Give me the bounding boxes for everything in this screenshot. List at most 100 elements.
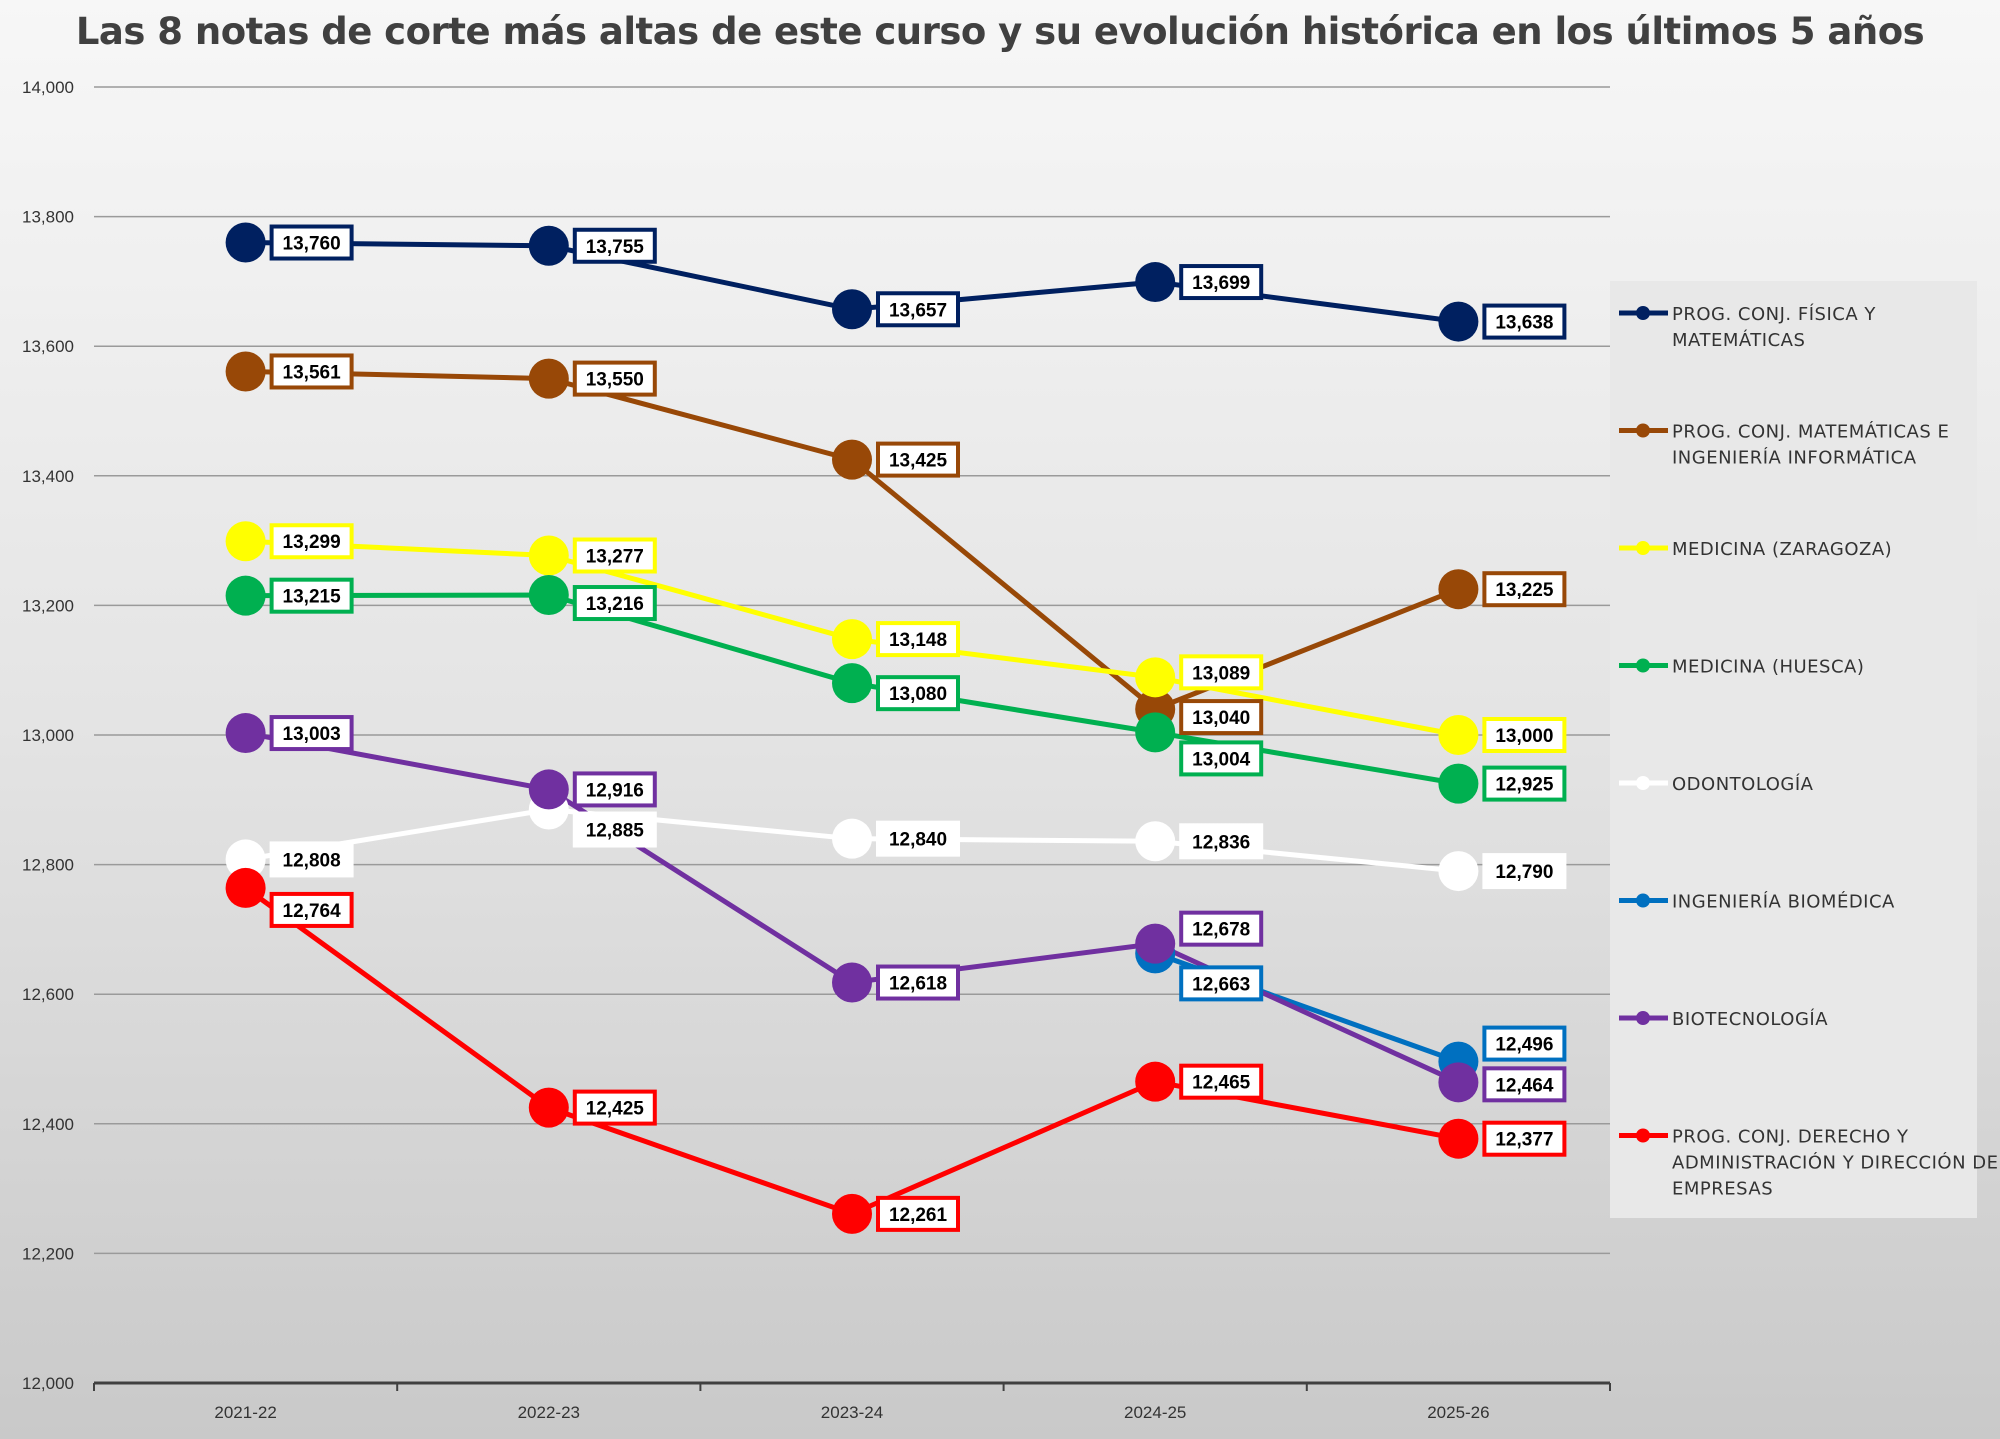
data-label: 13,657 <box>876 291 960 328</box>
svg-text:12,261: 12,261 <box>889 1205 948 1226</box>
svg-text:12,916: 12,916 <box>586 780 644 801</box>
data-point <box>225 867 266 908</box>
svg-text:13,003: 13,003 <box>283 724 341 745</box>
data-point <box>832 619 872 660</box>
y-tick-label: 13,200 <box>22 596 74 615</box>
data-point <box>1135 657 1176 698</box>
data-label: 12,496 <box>1482 1025 1567 1062</box>
legend-item: PROG. CONJ. FÍSICA Y MATEMÁTICAS <box>1619 303 1876 351</box>
svg-text:13,561: 13,561 <box>283 362 342 383</box>
data-label: 12,464 <box>1482 1066 1567 1103</box>
svg-text:MATEMÁTICAS: MATEMÁTICAS <box>1672 329 1805 351</box>
data-label: 13,561 <box>269 353 354 390</box>
data-point <box>1135 923 1176 964</box>
x-tick-label: 2024-25 <box>1124 1403 1186 1422</box>
data-point <box>528 225 569 266</box>
svg-text:PROG. CONJ. DERECHO Y: PROG. CONJ. DERECHO Y <box>1672 1127 1909 1148</box>
svg-text:EMPRESAS: EMPRESAS <box>1672 1179 1773 1200</box>
svg-text:12,790: 12,790 <box>1495 862 1553 883</box>
data-point <box>225 575 266 616</box>
y-tick-label: 13,800 <box>22 208 74 227</box>
y-tick-label: 12,400 <box>22 1115 74 1134</box>
svg-text:12,764: 12,764 <box>283 901 342 922</box>
data-point <box>225 521 266 562</box>
data-label: 13,277 <box>572 537 657 574</box>
data-point <box>1438 1062 1479 1103</box>
data-point <box>1135 1061 1176 1102</box>
svg-text:13,080: 13,080 <box>889 684 947 705</box>
svg-text:12,377: 12,377 <box>1495 1130 1553 1151</box>
data-point <box>528 535 569 576</box>
data-point <box>832 663 872 704</box>
data-point <box>1438 1118 1479 1159</box>
legend-item: BIOTECNOLOGÍA <box>1619 1008 1828 1030</box>
data-label: 13,760 <box>269 224 354 261</box>
legend-item: MEDICINA (ZARAGOZA) <box>1619 539 1892 560</box>
svg-text:13,216: 13,216 <box>586 594 644 615</box>
data-point <box>225 222 266 263</box>
data-label: 13,004 <box>1179 740 1264 777</box>
y-tick-label: 12,600 <box>22 985 74 1004</box>
data-point <box>1438 851 1479 892</box>
svg-text:12,663: 12,663 <box>1192 974 1250 995</box>
data-point <box>832 1193 872 1234</box>
data-point <box>528 575 569 616</box>
svg-text:13,425: 13,425 <box>889 451 948 472</box>
legend-item: INGENIERÍA BIOMÉDICA <box>1619 891 1895 913</box>
data-point <box>832 289 872 330</box>
svg-text:13,760: 13,760 <box>283 234 341 255</box>
data-point <box>832 818 872 859</box>
svg-text:13,277: 13,277 <box>586 547 644 568</box>
svg-text:MEDICINA (HUESCA): MEDICINA (HUESCA) <box>1672 657 1864 678</box>
svg-text:PROG. CONJ. FÍSICA Y: PROG. CONJ. FÍSICA Y <box>1672 303 1876 325</box>
svg-text:ODONTOLOGÍA: ODONTOLOGÍA <box>1672 773 1814 795</box>
data-point <box>832 962 872 1003</box>
data-label: 13,080 <box>876 675 960 712</box>
data-label: 13,699 <box>1179 264 1264 301</box>
svg-text:13,638: 13,638 <box>1495 313 1553 334</box>
data-point <box>528 1087 569 1128</box>
svg-text:12,678: 12,678 <box>1192 920 1250 941</box>
svg-text:13,755: 13,755 <box>586 237 645 258</box>
svg-text:INGENIERÍA BIOMÉDICA: INGENIERÍA BIOMÉDICA <box>1672 891 1895 913</box>
y-tick-label: 13,400 <box>22 467 74 486</box>
svg-text:13,148: 13,148 <box>889 630 947 651</box>
svg-text:PROG. CONJ. MATEMÁTICAS E: PROG. CONJ. MATEMÁTICAS E <box>1672 421 1949 443</box>
svg-text:12,464: 12,464 <box>1495 1075 1554 1096</box>
data-point <box>1135 262 1176 303</box>
data-point <box>1135 821 1176 862</box>
data-label: 12,836 <box>1179 823 1264 860</box>
svg-text:13,225: 13,225 <box>1495 580 1554 601</box>
svg-text:13,299: 13,299 <box>283 532 341 553</box>
y-tick-label: 12,800 <box>22 856 74 875</box>
data-label: 13,216 <box>572 585 657 622</box>
svg-text:12,496: 12,496 <box>1495 1035 1553 1056</box>
data-point <box>832 439 872 480</box>
data-point <box>1438 763 1479 804</box>
data-label: 12,916 <box>572 771 657 808</box>
data-label: 13,148 <box>876 621 960 658</box>
data-label: 13,215 <box>269 577 354 614</box>
data-label: 12,764 <box>269 891 354 928</box>
y-tick-label: 14,000 <box>22 78 74 97</box>
data-label: 12,425 <box>572 1089 657 1126</box>
data-point <box>1438 715 1479 755</box>
legend-item: PROG. CONJ. MATEMÁTICAS E INGENIERÍA INFO… <box>1619 421 1949 469</box>
x-tick-label: 2023-24 <box>821 1403 883 1422</box>
data-label: 13,225 <box>1482 571 1567 608</box>
data-label: 13,425 <box>876 441 960 478</box>
data-label: 13,299 <box>269 523 354 560</box>
data-label: 12,885 <box>572 811 657 848</box>
svg-text:13,000: 13,000 <box>1495 726 1553 747</box>
data-label: 12,377 <box>1482 1120 1567 1157</box>
legend-item: ODONTOLOGÍA <box>1619 773 1814 795</box>
data-label: 13,040 <box>1179 699 1264 736</box>
data-point <box>225 351 266 392</box>
svg-text:13,699: 13,699 <box>1192 273 1250 294</box>
y-tick-label: 12,200 <box>22 1244 74 1263</box>
svg-text:12,808: 12,808 <box>283 850 341 871</box>
data-label: 12,790 <box>1482 853 1567 890</box>
data-label: 13,089 <box>1179 654 1264 691</box>
svg-text:13,550: 13,550 <box>586 370 644 391</box>
